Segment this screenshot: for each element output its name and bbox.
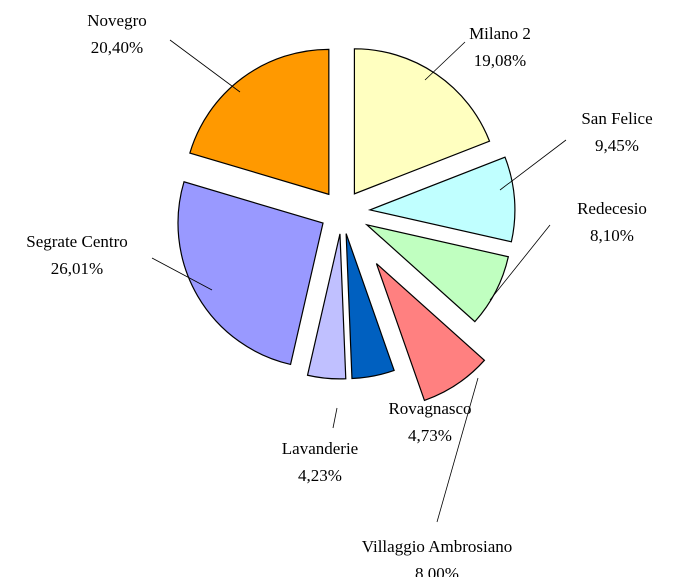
pie-slice [367, 156, 516, 243]
slice-label: Rovagnasco [388, 399, 471, 418]
leader-line [332, 407, 338, 429]
slice-label: San Felice [581, 109, 652, 128]
slice-label: Segrate Centro [26, 232, 128, 251]
slice-value-label: 20,40% [91, 38, 143, 57]
leader-line [151, 257, 213, 291]
leader-line [499, 139, 567, 191]
slice-value-label: 4,23% [298, 466, 342, 485]
slice-value-label: 19,08% [474, 51, 526, 70]
pie-slice [177, 181, 324, 366]
leader-line [169, 39, 241, 93]
pie-slice [345, 233, 395, 380]
leader-line [424, 41, 466, 81]
leader-line [489, 224, 551, 301]
pie-slice [364, 223, 510, 323]
slice-value-label: 8,00% [415, 564, 459, 577]
leader-line [436, 377, 479, 523]
slice-label: Milano 2 [469, 24, 531, 43]
slice-value-label: 9,45% [595, 136, 639, 155]
slice-label: Villaggio Ambrosiano [362, 537, 513, 556]
pie-slice [375, 263, 486, 402]
slice-label: Redecesio [577, 199, 647, 218]
slice-value-label: 4,73% [408, 426, 452, 445]
pie-slice [189, 48, 330, 196]
slice-label: Lavanderie [282, 439, 358, 458]
pie-slice [306, 233, 347, 380]
pie-slice [353, 48, 491, 195]
slice-label: Novegro [87, 11, 146, 30]
slice-value-label: 8,10% [590, 226, 634, 245]
slice-value-label: 26,01% [51, 259, 103, 278]
